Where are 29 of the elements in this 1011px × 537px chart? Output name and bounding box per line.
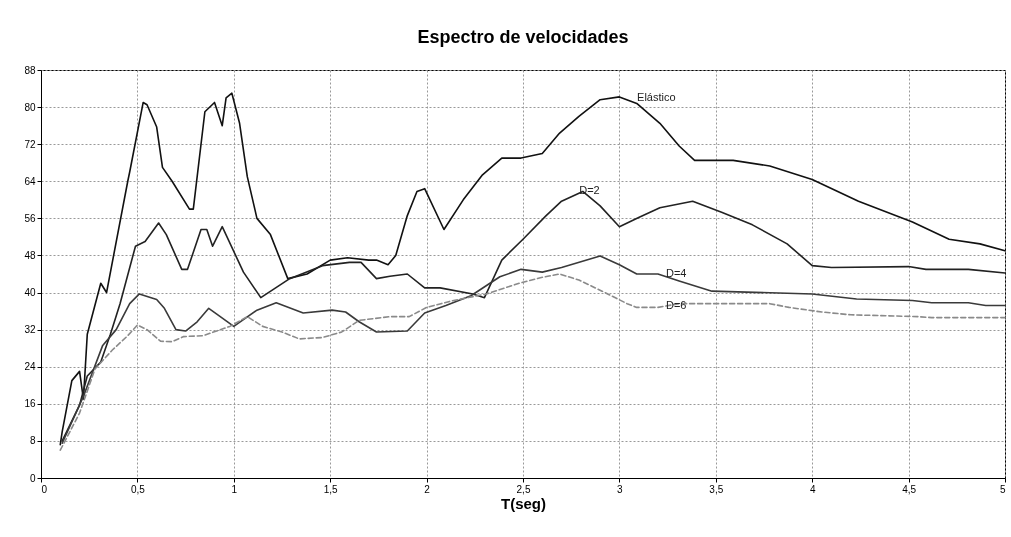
annotation: D=4 [665, 267, 687, 279]
x-tick-label: 2 [424, 483, 431, 495]
y-tick-label: 0 [29, 472, 36, 484]
annotation: Elástico [637, 90, 676, 103]
x-tick-label: 3,5 [709, 483, 724, 495]
x-tick-label: 5 [999, 483, 1006, 495]
x-tick-label: 4,5 [902, 483, 917, 495]
x-tick-label: 2,5 [516, 483, 531, 495]
x-tick-label: 0 [41, 483, 48, 495]
chart-title: Espectro de velocidades [417, 27, 629, 47]
y-tick-label: 16 [24, 398, 36, 410]
y-tick-label: 24 [24, 361, 36, 373]
y-tick-label: 40 [24, 287, 36, 299]
y-tick-label: 72 [24, 138, 36, 150]
y-tick-label: 8 [29, 435, 36, 447]
x-tick-label: 4 [809, 483, 816, 495]
x-tick-label: 3 [617, 483, 624, 495]
annotation: D=2 [579, 183, 600, 196]
annotation: D=6 [665, 299, 687, 312]
y-tick-label: 64 [24, 175, 36, 187]
y-tick-label: 48 [24, 249, 36, 261]
y-tick-label: 88 [24, 64, 36, 76]
x-axis-title: T(seg) [501, 494, 546, 512]
x-tick-label: 1,5 [323, 483, 339, 495]
y-tick-label: 32 [24, 324, 36, 336]
x-tick-label: 0,5 [130, 483, 146, 495]
y-tick-label: 56 [24, 212, 36, 224]
y-tick-label: 80 [24, 101, 36, 113]
x-tick-label: 1 [231, 483, 238, 495]
